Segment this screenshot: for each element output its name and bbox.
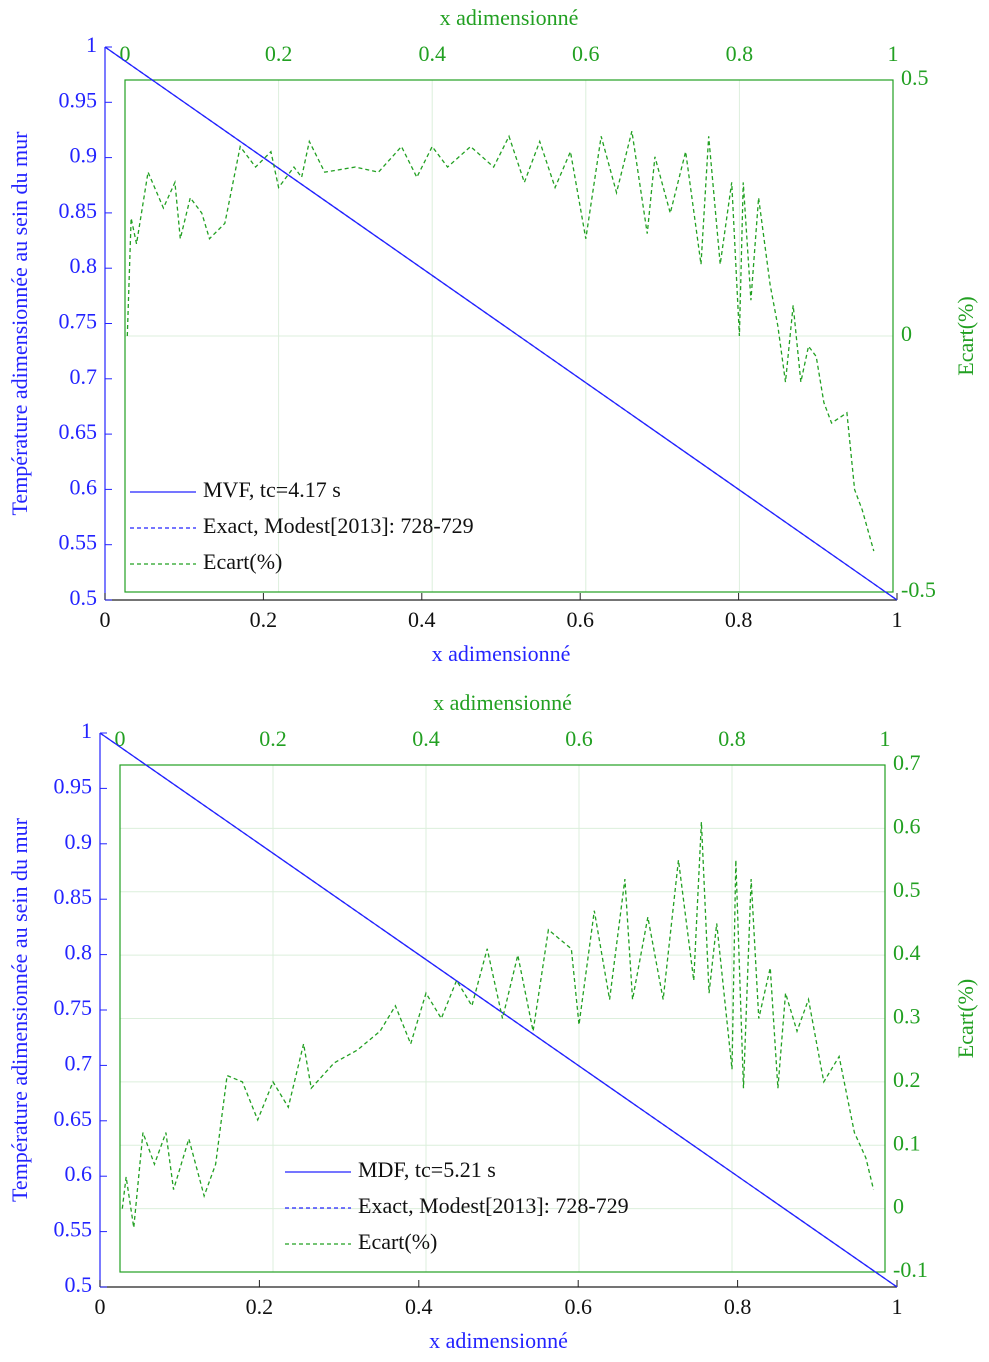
x2-tick-label: 0: [120, 41, 131, 66]
y2-tick-label: 0.1: [893, 1130, 921, 1155]
y2-tick-label: -0.1: [893, 1257, 928, 1282]
x2-tick-label: 0.8: [726, 41, 754, 66]
x-tick-label: 0.2: [250, 607, 278, 632]
x-tick-label: 0.8: [725, 607, 753, 632]
legend-label: Exact, Modest[2013]: 728-729: [358, 1193, 629, 1218]
y-tick-label: 0.6: [65, 1161, 93, 1186]
series-line: [104, 46, 898, 601]
y-tick-label: 0.5: [70, 585, 98, 610]
y-tick-label: 0.85: [59, 198, 98, 223]
x2-tick-label: 0.6: [565, 726, 593, 751]
y-tick-label: 0.55: [59, 530, 98, 555]
y2-axis-label: Ecart(%): [953, 979, 978, 1058]
y-tick-label: 0.9: [70, 143, 98, 168]
x-tick-label: 0.2: [246, 1294, 274, 1319]
x-tick-label: 0.6: [566, 607, 594, 632]
legend-label: Exact, Modest[2013]: 728-729: [203, 513, 474, 538]
x2-tick-label: 0.4: [412, 726, 440, 751]
x-axis-label: x adimensionné: [432, 641, 571, 666]
x-tick-label: 1: [892, 1294, 903, 1319]
x-tick-label: 0.6: [564, 1294, 592, 1319]
series-line: [121, 822, 875, 1228]
y2-tick-label: 0.6: [893, 813, 921, 838]
y-tick-label: 0.7: [70, 364, 98, 389]
y2-axes-box: [124, 79, 894, 593]
y2-tick-label: 0: [893, 1194, 904, 1219]
y2-tick-label: 0.5: [893, 877, 921, 902]
x2-tick-label: 1: [888, 41, 899, 66]
y2-tick-label: 0.7: [893, 750, 921, 775]
x2-tick-label: 0.8: [718, 726, 746, 751]
y-tick-label: 1: [81, 718, 92, 743]
x-tick-label: 1: [892, 607, 903, 632]
x-tick-label: 0.8: [724, 1294, 752, 1319]
x2-tick-label: 0.6: [572, 41, 600, 66]
y2-axes-box: [119, 764, 886, 1273]
y-tick-label: 1: [86, 32, 97, 57]
x-tick-label: 0: [95, 1294, 106, 1319]
y-tick-label: 0.95: [59, 87, 98, 112]
y2-axis-label: Ecart(%): [953, 296, 978, 375]
y-tick-label: 0.85: [54, 884, 93, 909]
y2-tick-label: 0.2: [893, 1067, 921, 1092]
y2-tick-label: 0.4: [893, 940, 921, 965]
series-line: [126, 131, 875, 552]
y-tick-label: 0.7: [65, 1050, 93, 1075]
y-tick-label: 0.6: [70, 474, 98, 499]
y2-tick-label: 0: [901, 321, 912, 346]
y-axis-label: Température adimensionnée au sein du mur: [7, 131, 32, 516]
x-axis-label: x adimensionné: [429, 1328, 568, 1353]
y-tick-label: 0.65: [54, 1106, 93, 1131]
legend-label: Ecart(%): [203, 549, 282, 574]
y-tick-label: 0.5: [65, 1272, 93, 1297]
y-tick-label: 0.65: [59, 419, 98, 444]
x2-tick-label: 0: [115, 726, 126, 751]
x2-tick-label: 0.2: [259, 726, 287, 751]
y-tick-label: 0.55: [54, 1217, 93, 1242]
y-tick-label: 0.75: [59, 309, 98, 334]
x2-axis-label: x adimensionné: [433, 690, 572, 715]
y2-tick-label: 0.3: [893, 1004, 921, 1029]
x-tick-label: 0.4: [405, 1294, 433, 1319]
y2-tick-label: -0.5: [901, 577, 936, 602]
y-tick-label: 0.8: [70, 253, 98, 278]
x2-tick-label: 0.2: [265, 41, 293, 66]
x2-axis-label: x adimensionné: [440, 5, 579, 30]
y-tick-label: 0.9: [65, 829, 93, 854]
y-tick-label: 0.95: [54, 773, 93, 798]
x-tick-label: 0: [100, 607, 111, 632]
y-tick-label: 0.75: [54, 995, 93, 1020]
x2-tick-label: 0.4: [418, 41, 446, 66]
legend-label: MDF, tc=5.21 s: [358, 1157, 496, 1182]
x2-tick-label: 1: [880, 726, 891, 751]
legend-label: Ecart(%): [358, 1229, 437, 1254]
x-tick-label: 0.4: [408, 607, 436, 632]
legend-label: MVF, tc=4.17 s: [203, 477, 341, 502]
y-tick-label: 0.8: [65, 940, 93, 965]
series-line: [99, 732, 898, 1288]
y-axis-label: Température adimensionnée au sein du mur: [7, 817, 32, 1202]
y2-tick-label: 0.5: [901, 65, 929, 90]
